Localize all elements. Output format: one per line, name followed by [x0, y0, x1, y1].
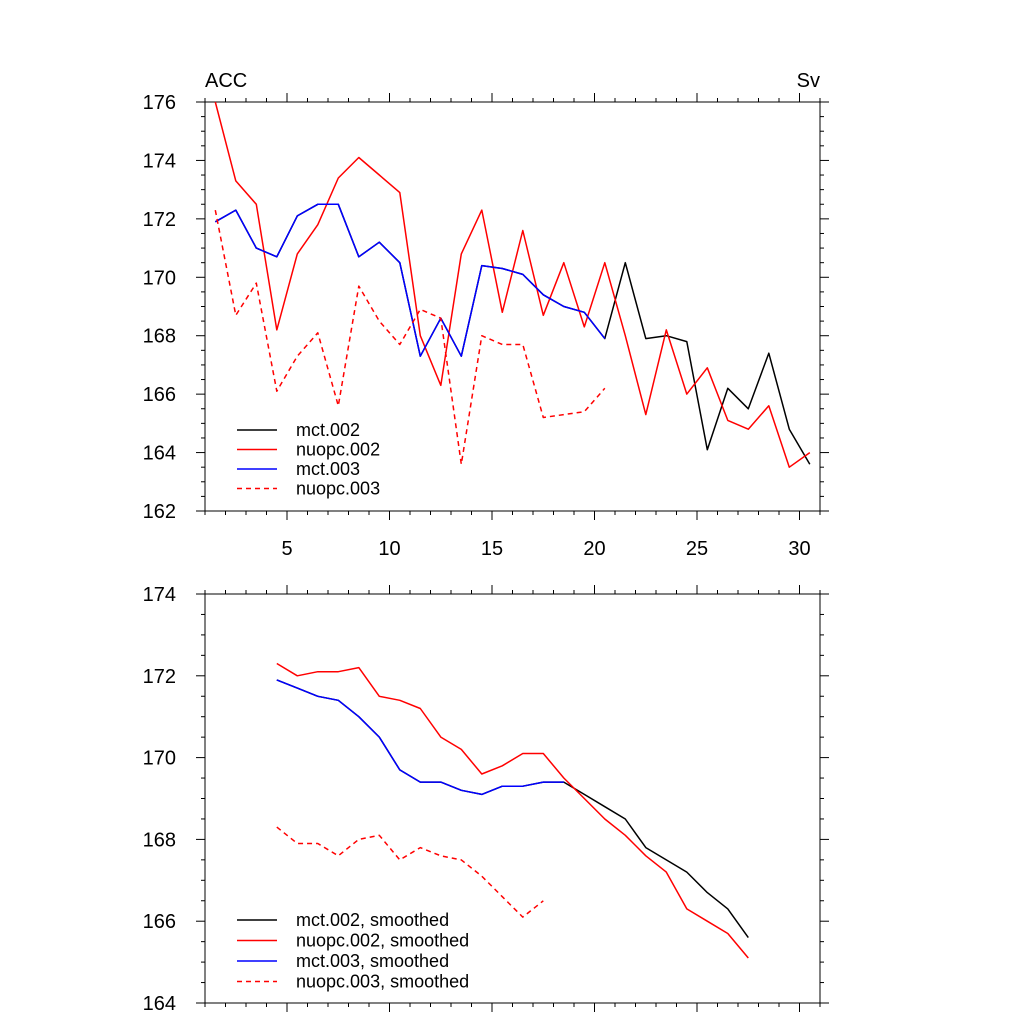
series-line-3: [214, 209, 606, 466]
y-tick-label: 164: [143, 993, 176, 1015]
x-tick-label: 10: [378, 538, 400, 560]
y-tick-label: 166: [143, 384, 176, 406]
series-line-smoothed-2: [276, 679, 564, 796]
series-line-2: [214, 203, 606, 357]
legend-label: mct.003: [296, 459, 360, 479]
x-tick-label: 5: [281, 538, 292, 560]
y-tick-label: 166: [143, 911, 176, 933]
y-tick-label: 170: [143, 267, 176, 289]
series-line-1: [214, 101, 811, 468]
series-line-smoothed-1: [276, 662, 749, 959]
y-tick-label: 174: [143, 150, 176, 172]
x-tick-label: 15: [481, 538, 503, 560]
x-tick-label: 20: [583, 538, 605, 560]
y-tick-label: 174: [143, 584, 176, 606]
legend-label: mct.002: [296, 420, 360, 440]
legend-label: nuopc.002, smoothed: [296, 931, 469, 951]
y-tick-label: 168: [143, 829, 176, 851]
title-right: Sv: [797, 70, 820, 92]
legend-label: mct.002, smoothed: [296, 910, 449, 930]
series-line-smoothed-3: [276, 826, 544, 918]
y-tick-label: 162: [143, 501, 176, 523]
title-left: ACC: [205, 70, 247, 92]
y-tick-label: 172: [143, 209, 176, 231]
x-tick-label: 25: [686, 538, 708, 560]
panel-top-acc: 5 10 15 20 25 30 162 164 166 168 170 172 174 176 ACC Sv…: [143, 70, 829, 560]
series-line-smoothed-0: [276, 679, 749, 939]
y-tick-label: 176: [143, 92, 176, 114]
y-tick-label: 168: [143, 326, 176, 348]
x-tick-label: 30: [788, 538, 810, 560]
legend-label: nuopc.002: [296, 440, 380, 460]
y-tick-label: 164: [143, 443, 176, 465]
legend-label: nuopc.003, smoothed: [296, 972, 469, 992]
y-tick-label: 170: [143, 748, 176, 770]
legend-label: mct.003, smoothed: [296, 951, 449, 971]
y-tick-label: 172: [143, 666, 176, 688]
legend-label: nuopc.003: [296, 479, 380, 499]
